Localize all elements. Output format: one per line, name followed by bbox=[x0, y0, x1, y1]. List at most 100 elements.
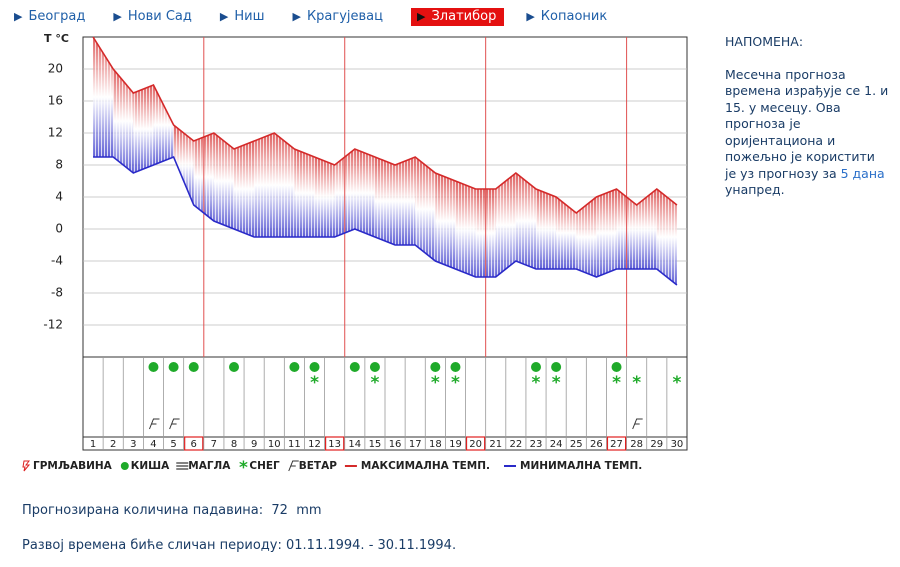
x-tick-label: 18 bbox=[429, 439, 442, 450]
precip-label: Прогнозирана количина падавина: bbox=[22, 503, 264, 518]
highlight-box bbox=[606, 436, 627, 451]
x-tick-label: 5 bbox=[170, 439, 176, 450]
rain-icon bbox=[168, 362, 179, 372]
nav-label: Крагујевац bbox=[306, 9, 383, 24]
nav-link[interactable]: ▶ Београд bbox=[14, 8, 91, 26]
x-tick-label: 14 bbox=[348, 439, 361, 450]
note: НАПОМЕНА: Месечна прогноза времена израђ… bbox=[725, 34, 890, 199]
snow-icon: * bbox=[451, 373, 460, 393]
x-tick-label: 19 bbox=[449, 439, 462, 450]
temp-hatch bbox=[415, 157, 436, 261]
x-tick-label: 20 bbox=[469, 439, 482, 450]
x-tick-label: 11 bbox=[288, 439, 301, 450]
temp-hatch bbox=[294, 149, 315, 237]
x-tick-label: 10 bbox=[268, 439, 281, 450]
temp-hatch bbox=[435, 173, 456, 269]
x-tick-label: 27 bbox=[610, 439, 623, 450]
snow-icon: * bbox=[431, 373, 440, 393]
nav-label: Ниш bbox=[234, 9, 265, 24]
nav-link[interactable]: ▶ Златибор bbox=[411, 8, 505, 26]
note-text-after: унапред. bbox=[725, 182, 785, 197]
temp-hatch bbox=[254, 133, 275, 237]
nav-arrow: ▶ bbox=[526, 10, 535, 23]
rain-icon bbox=[369, 362, 380, 372]
temp-hatch bbox=[656, 189, 677, 285]
nav-label: Београд bbox=[28, 9, 86, 24]
legend-wind-icon bbox=[288, 460, 299, 472]
x-tick-label: 6 bbox=[191, 439, 197, 450]
nav-arrow: ▶ bbox=[113, 10, 122, 23]
nav-arrow: ▶ bbox=[292, 10, 301, 23]
note-title: НАПОМЕНА: bbox=[725, 34, 804, 49]
snow-icon: * bbox=[552, 373, 561, 393]
temp-hatch bbox=[374, 157, 396, 245]
rain-icon bbox=[611, 362, 622, 372]
temp-hatch bbox=[173, 125, 194, 205]
legend-label: МАГЛА bbox=[188, 460, 231, 472]
x-tick-label: 26 bbox=[590, 439, 603, 450]
y-tick-label: 0 bbox=[55, 222, 63, 236]
snow-icon: * bbox=[370, 373, 379, 393]
x-tick-label: 23 bbox=[530, 439, 543, 450]
x-tick-label: 1 bbox=[90, 439, 96, 450]
temp-hatch bbox=[636, 189, 657, 269]
nav-link[interactable]: ▶ Ниш bbox=[220, 8, 271, 26]
note-text: Месечна прогноза времена израђује се 1. … bbox=[725, 67, 890, 199]
highlight-box bbox=[184, 436, 204, 451]
x-tick-label: 17 bbox=[409, 439, 422, 450]
rain-icon bbox=[430, 362, 441, 372]
temp-hatch bbox=[596, 189, 617, 277]
y-axis-label: T °C bbox=[44, 32, 69, 45]
nav-link[interactable]: ▶ Копаоник bbox=[526, 8, 613, 26]
rain-icon bbox=[229, 362, 239, 372]
temp-hatch bbox=[213, 133, 234, 229]
rain-icon bbox=[551, 362, 562, 372]
x-tick-label: 21 bbox=[489, 439, 502, 450]
temp-hatch bbox=[556, 197, 577, 269]
snow-icon: * bbox=[672, 373, 681, 393]
x-tick-label: 25 bbox=[570, 439, 583, 450]
snow-icon: * bbox=[612, 373, 621, 393]
y-tick-label: 20 bbox=[48, 62, 63, 76]
temp-line bbox=[93, 155, 678, 286]
nav-bar: ▶ Београд ▶ Нови Сад ▶ Ниш ▶ Крагујевац ▶ Златибо… bbox=[14, 8, 635, 26]
temp-hatch bbox=[133, 85, 154, 173]
y-tick-label: 12 bbox=[48, 126, 63, 140]
rain-icon bbox=[148, 362, 159, 372]
nav-label: Копаоник bbox=[540, 9, 608, 24]
snow-icon: * bbox=[632, 373, 641, 393]
y-tick-label: -4 bbox=[51, 254, 63, 268]
legend-rain-icon bbox=[120, 462, 129, 470]
x-tick-label: 7 bbox=[211, 439, 217, 450]
temp-hatch bbox=[153, 85, 174, 165]
nav-link[interactable]: ▶ Нови Сад bbox=[113, 8, 197, 26]
y-tick-label: -8 bbox=[51, 286, 63, 300]
temp-hatch bbox=[455, 181, 476, 277]
temp-hatch bbox=[515, 173, 536, 269]
note-text-before: Месечна прогноза времена израђује се 1. … bbox=[725, 66, 889, 181]
x-tick-label: 12 bbox=[308, 439, 321, 450]
nav-label: Нови Сад bbox=[127, 9, 192, 24]
rain-icon bbox=[531, 362, 541, 372]
snow-icon: * bbox=[310, 373, 319, 393]
highlight-box bbox=[325, 436, 345, 451]
nav-arrow: ▶ bbox=[219, 10, 229, 23]
x-tick-label: 15 bbox=[369, 439, 382, 450]
temp-hatch bbox=[93, 37, 114, 157]
nav-link[interactable]: ▶ Крагујевац bbox=[292, 8, 389, 26]
precip-value: 72 bbox=[271, 503, 288, 518]
snow-icon: * bbox=[532, 373, 541, 393]
rain-icon bbox=[309, 362, 320, 372]
legend-fog-icon bbox=[176, 462, 189, 470]
x-tick-label: 30 bbox=[671, 439, 684, 450]
x-tick-label: 16 bbox=[389, 439, 402, 450]
wind-icon bbox=[169, 418, 180, 430]
legend-label: ГРМЉАВИНА bbox=[33, 460, 113, 472]
y-tick-label: 8 bbox=[55, 158, 63, 172]
rain-icon bbox=[188, 362, 199, 372]
note-link[interactable]: 5 дана bbox=[840, 165, 885, 181]
legend-label: КИША bbox=[131, 460, 170, 472]
x-tick-label: 2 bbox=[110, 439, 116, 450]
